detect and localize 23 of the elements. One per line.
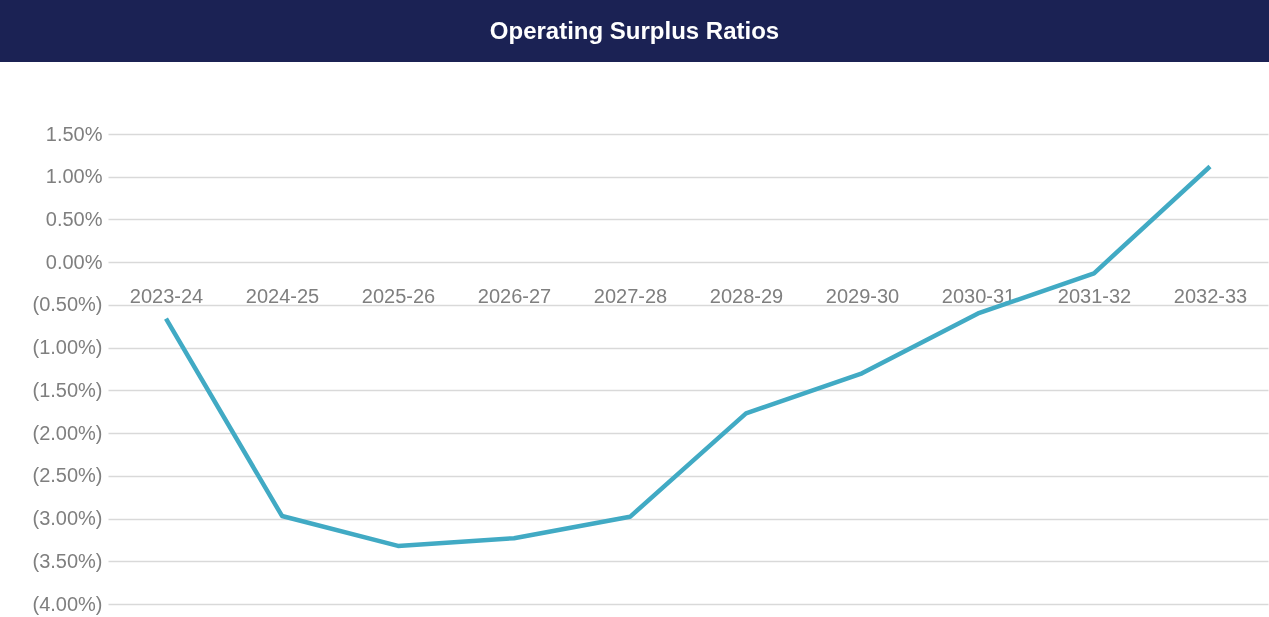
y-tick-label: (1.50%) — [32, 378, 103, 401]
x-tick-label: 2029-30 — [825, 284, 900, 307]
x-tick-label: 2030-31 — [941, 284, 1016, 307]
y-tick-label: (3.00%) — [32, 507, 103, 530]
y-tick-label: 1.00% — [45, 165, 103, 188]
x-tick-label: 2032-33 — [1173, 284, 1248, 307]
x-tick-label: 2025-26 — [361, 284, 436, 307]
y-tick-label: 1.50% — [45, 122, 103, 145]
y-tick-label: (0.50%) — [32, 293, 103, 316]
y-tick-label: (1.00%) — [32, 336, 103, 359]
x-tick-label: 2023-24 — [129, 284, 204, 307]
x-tick-label: 2024-25 — [245, 284, 320, 307]
y-tick-label: (3.50%) — [32, 549, 103, 572]
chart-title: Operating Surplus Ratios — [0, 0, 1269, 62]
x-tick-label: 2031-32 — [1057, 284, 1132, 307]
y-tick-label: 0.50% — [45, 207, 103, 230]
y-tick-label: 0.00% — [45, 250, 103, 273]
y-tick-label: (4.00%) — [32, 592, 103, 615]
x-tick-label: 2028-29 — [709, 284, 784, 307]
x-tick-label: 2027-28 — [593, 284, 668, 307]
y-tick-label: (2.50%) — [32, 464, 103, 487]
y-tick-label: (2.00%) — [32, 421, 103, 444]
x-tick-label: 2026-27 — [477, 284, 552, 307]
